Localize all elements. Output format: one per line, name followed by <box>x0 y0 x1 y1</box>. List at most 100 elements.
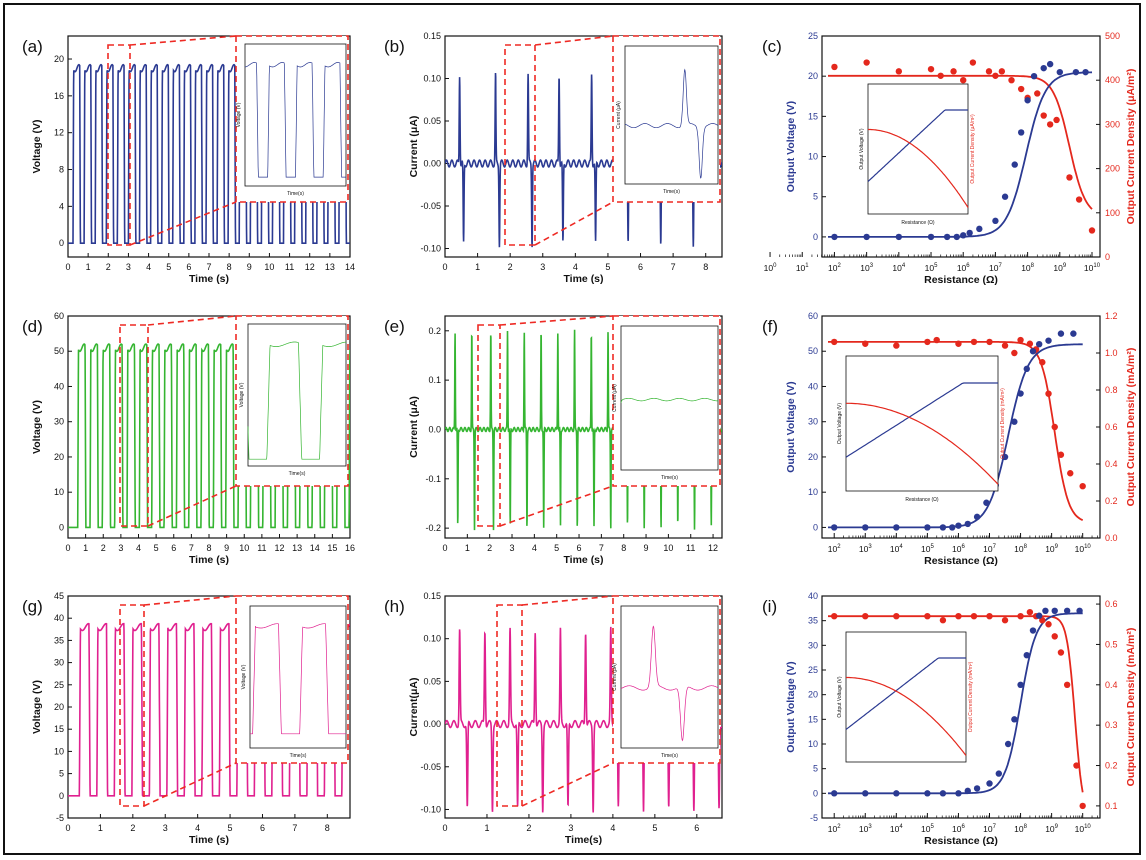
x-tick-label-h: 6 <box>694 823 699 833</box>
x-tick-label-a: 7 <box>206 262 211 272</box>
x-axis-label-d: Time (s) <box>189 554 229 566</box>
y2-tick-label-c: 100 <box>1105 208 1120 218</box>
tick-base: 10 <box>1075 824 1085 834</box>
zoom-connector-top-a <box>129 35 237 46</box>
y-tick-label-g: 45 <box>54 591 64 601</box>
voltage-point-f <box>949 524 956 531</box>
voltage-point-f <box>1057 330 1065 337</box>
y2-tick-label-i: 0.2 <box>1105 761 1118 771</box>
voltage-point-c <box>1017 129 1025 136</box>
x-tick-label-g: 1 <box>98 823 103 833</box>
current-point-c <box>927 65 935 73</box>
zoom-region-e <box>477 324 501 527</box>
inset-x-label-d: Time(s) <box>289 471 306 477</box>
x-tick-label-a: 1 <box>86 262 91 272</box>
tick-exponent: 4 <box>899 544 903 550</box>
current-point-i <box>1045 621 1052 628</box>
voltage-point-i <box>1017 681 1024 688</box>
panel-label-b: (b) <box>384 37 405 56</box>
x-tick-label-h: 2 <box>526 823 531 833</box>
y-tick-label-g: 10 <box>54 746 64 756</box>
voltage-point-c <box>1011 161 1018 168</box>
tick-exponent: 9 <box>1055 544 1059 550</box>
voltage-point-i <box>986 780 993 787</box>
tick-exponent: 2 <box>837 544 841 550</box>
y-tick-label-f: 0 <box>813 522 818 532</box>
y2-tick-label-f: 0.4 <box>1105 459 1118 469</box>
current-point-i <box>831 612 838 620</box>
x-tick-label-i: 104 <box>890 824 903 834</box>
panel-c: 100 101 102 103 104 105 106 107 108 109 1010051015… <box>762 31 1137 286</box>
x-tick-label-c: 108 <box>1021 263 1034 273</box>
x-tick-label-d: 13 <box>292 543 302 553</box>
current-point-c <box>863 59 870 66</box>
inset-x-label-c: Resistance (Ω) <box>901 220 935 226</box>
y-tick-label-f: 50 <box>808 346 818 356</box>
tick-base: 10 <box>983 544 993 554</box>
y-tick-label-g: 20 <box>54 702 64 712</box>
y-tick-label-i: 10 <box>808 739 818 749</box>
tick-exponent: 8 <box>1024 824 1028 830</box>
current-point-f <box>1057 451 1065 458</box>
y-axis-label-g: Voltage (V) <box>31 680 43 734</box>
current-point-f <box>986 338 993 346</box>
x-tick-label-c: 104 <box>892 263 905 273</box>
x-tick-label-d: 9 <box>224 543 229 553</box>
x-tick-label-e: 10 <box>663 543 673 553</box>
zoom-connector-top-d <box>147 315 237 326</box>
current-point-f <box>924 338 931 346</box>
panel-label-a: (a) <box>22 37 43 56</box>
x-tick-label-c: 101 <box>796 263 809 273</box>
x-tick-label-b: 4 <box>573 262 578 272</box>
y2-tick-label-i: 0.3 <box>1105 720 1118 730</box>
x-axis-label-g: Time (s) <box>189 834 229 846</box>
y-axis-label-b: Current (μA) <box>408 116 420 178</box>
y-tick-label-i: 20 <box>808 690 818 700</box>
current-point-c <box>1040 112 1047 119</box>
y-tick-label-i: 35 <box>808 616 818 626</box>
inset-line-e <box>620 397 718 403</box>
y-tick-label-a: 0 <box>59 238 64 248</box>
x-axis-label-h: Time(s) <box>565 834 602 846</box>
panel-f: 102 103 104 105 106 107 108 109 1010010203040506… <box>762 311 1137 567</box>
inset-y-label-f: Output Voltage (V) <box>837 403 843 444</box>
tick-exponent: 8 <box>1031 263 1035 269</box>
voltage-point-c <box>1056 68 1064 76</box>
zoom-connector-bottom-d <box>147 485 237 527</box>
current-point-f <box>1001 342 1009 349</box>
y2-tick-label-c: 400 <box>1105 75 1120 85</box>
x-tick-label-d: 11 <box>257 543 266 553</box>
voltage-point-f <box>1023 365 1030 373</box>
inset-x-label-h: Time(s) <box>661 753 678 759</box>
y2-tick-label-c: 300 <box>1105 119 1120 129</box>
y-tick-label-a: 12 <box>54 128 64 138</box>
zoom-connector-top-g <box>143 595 237 606</box>
voltage-point-c <box>1072 68 1080 76</box>
x-tick-label-c: 103 <box>860 263 873 273</box>
y2-tick-label-i: 0.4 <box>1105 680 1118 690</box>
voltage-point-i <box>924 790 931 797</box>
current-point-c <box>1008 77 1015 84</box>
x-tick-label-f: 1010 <box>1075 544 1092 554</box>
inset-x-label-f: Resistance (Ω) <box>905 497 939 503</box>
inset-y-label-e: Current (μA) <box>612 384 618 412</box>
voltage-point-c <box>1030 72 1038 80</box>
tick-exponent: 9 <box>1063 263 1067 269</box>
tick-base: 10 <box>921 824 931 834</box>
y-tick-label-f: 10 <box>808 487 818 497</box>
y-tick-label-a: 4 <box>59 201 64 211</box>
y-tick-label-i: 40 <box>808 591 818 601</box>
x-tick-label-h: 4 <box>610 823 615 833</box>
voltage-point-i <box>1029 627 1037 634</box>
inset-y-label-c: Output Voltage (V) <box>859 128 865 169</box>
y-tick-label-g: 15 <box>54 724 64 734</box>
voltage-point-f <box>955 522 962 529</box>
x-tick-label-e: 11 <box>686 543 695 553</box>
current-point-f <box>970 338 978 346</box>
current-point-f <box>933 336 940 344</box>
x-tick-label-f: 102 <box>828 544 841 554</box>
y2-tick-label-f: 1.0 <box>1105 348 1118 358</box>
current-point-f <box>893 342 900 349</box>
zoom-region-d <box>119 324 149 527</box>
voltage-point-f <box>831 524 838 531</box>
